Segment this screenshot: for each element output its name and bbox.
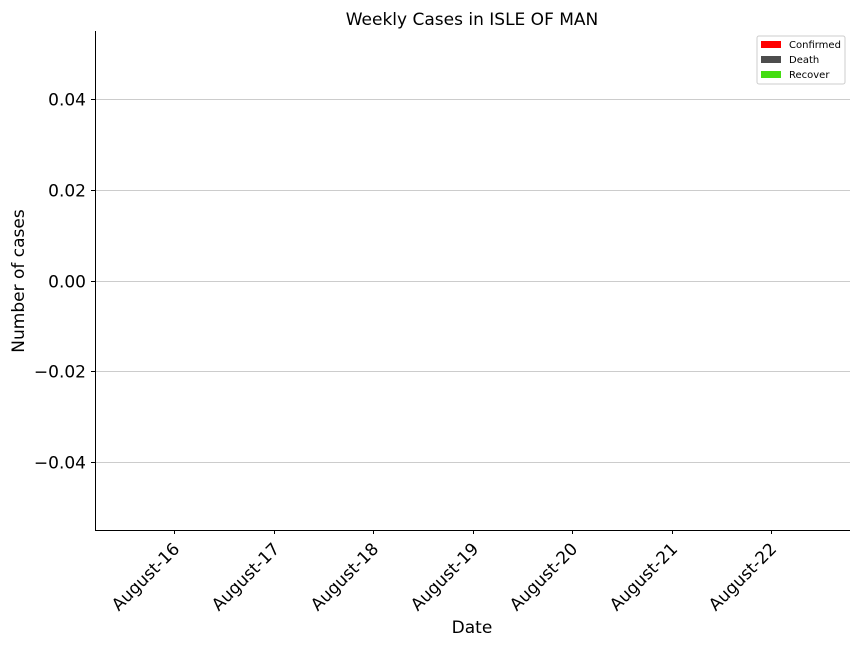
grid-lines [95, 99, 850, 463]
y-tick-label: −0.04 [34, 454, 86, 474]
legend-swatch-confirmed [761, 41, 781, 48]
x-tick-label: August-17 [208, 539, 284, 615]
x-axis-ticks: August-16 August-17 August-18 August-19 Augu… [108, 530, 781, 615]
legend-swatch-recover [761, 71, 781, 78]
x-tick-label: August-19 [407, 539, 483, 615]
x-tick-label: August-20 [506, 539, 582, 615]
y-axis-label: Number of cases [9, 209, 29, 353]
x-tick-label: August-18 [307, 539, 383, 615]
y-tick-label: 0.00 [48, 273, 86, 293]
legend-label-recover: Recover [789, 70, 830, 81]
chart-title: Weekly Cases in ISLE OF MAN [346, 10, 599, 30]
y-axis-ticks: 0.04 0.02 0.00 −0.02 −0.04 [34, 91, 95, 474]
legend-swatch-death [761, 56, 781, 63]
y-tick-label: −0.02 [34, 363, 86, 383]
y-tick-label: 0.04 [48, 91, 86, 111]
x-tick-label: August-22 [705, 539, 781, 615]
x-tick-label: August-21 [606, 539, 682, 615]
x-tick-label: August-16 [108, 539, 184, 615]
x-axis-label: Date [452, 618, 493, 638]
legend-label-death: Death [789, 55, 819, 66]
legend-label-confirmed: Confirmed [789, 40, 841, 51]
y-tick-label: 0.02 [48, 182, 86, 202]
legend: Confirmed Death Recover [756, 35, 846, 85]
